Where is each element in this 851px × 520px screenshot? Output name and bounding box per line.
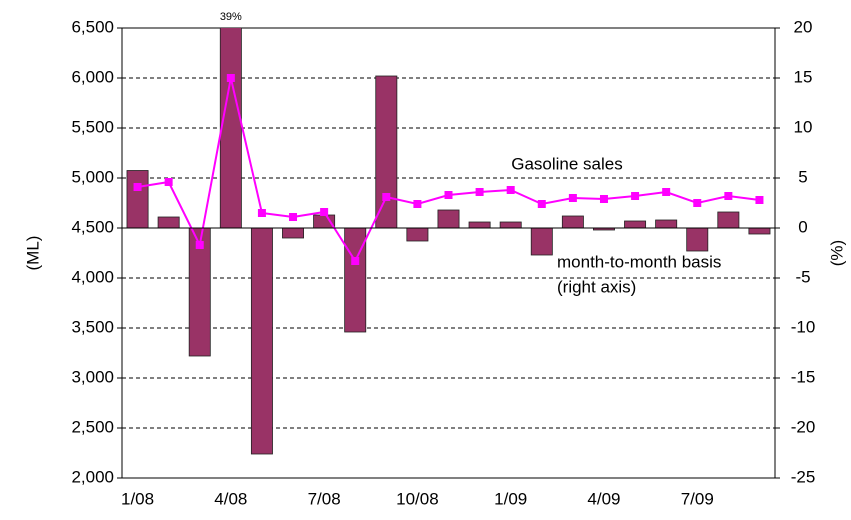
bar bbox=[375, 75, 398, 229]
y2-tick-label: -15 bbox=[791, 367, 816, 386]
plot-area bbox=[126, 28, 771, 455]
y2-tick-label: -25 bbox=[791, 467, 816, 486]
bar bbox=[282, 227, 304, 239]
line-marker bbox=[133, 183, 142, 191]
y2-tick-label: 5 bbox=[798, 167, 807, 186]
y-axis-label: (ML) bbox=[23, 236, 42, 271]
bar bbox=[717, 211, 740, 229]
bar bbox=[313, 214, 336, 229]
line-marker bbox=[599, 195, 608, 203]
y-tick-label: 2,500 bbox=[71, 417, 114, 436]
y-tick-label: 5,500 bbox=[71, 117, 114, 136]
line-marker bbox=[320, 208, 329, 216]
x-tick-label: 7/08 bbox=[308, 489, 341, 508]
line-marker bbox=[226, 74, 235, 82]
bar bbox=[499, 221, 522, 229]
x-tick-label: 4/08 bbox=[214, 489, 247, 508]
bar bbox=[406, 227, 429, 242]
x-tick-label: 4/09 bbox=[587, 489, 620, 508]
y2-tick-label: -10 bbox=[791, 317, 816, 336]
value-label: 39% bbox=[220, 11, 242, 23]
bar bbox=[655, 219, 678, 229]
bar bbox=[686, 227, 709, 252]
x-tick-label: 1/09 bbox=[494, 489, 527, 508]
annotation: (right axis) bbox=[557, 277, 636, 296]
y-tick-label: 6,500 bbox=[71, 17, 114, 36]
bar bbox=[530, 227, 553, 256]
bar bbox=[748, 227, 771, 235]
y2-axis-label: (%) bbox=[827, 240, 846, 266]
x-tick-label: 7/09 bbox=[681, 489, 714, 508]
y-tick-label: 2,000 bbox=[71, 467, 114, 486]
x-tick-label: 10/08 bbox=[396, 489, 439, 508]
series-annotation: month-to-month basis bbox=[557, 252, 721, 271]
line-marker bbox=[475, 188, 484, 196]
bar bbox=[157, 216, 180, 229]
series-annotation: Gasoline sales bbox=[511, 154, 623, 173]
line-marker bbox=[444, 191, 453, 199]
y-tick-label: 3,000 bbox=[71, 367, 114, 386]
y-tick-label: 6,000 bbox=[71, 67, 114, 86]
line-marker bbox=[755, 196, 764, 204]
y2-tick-label: 20 bbox=[794, 17, 813, 36]
line-marker bbox=[289, 213, 298, 221]
bar bbox=[561, 215, 584, 229]
bar bbox=[624, 220, 647, 229]
line-marker bbox=[693, 199, 702, 207]
line-marker bbox=[413, 200, 422, 208]
line-marker bbox=[506, 186, 515, 194]
y-tick-label: 5,000 bbox=[71, 167, 114, 186]
y2-tick-label: -5 bbox=[795, 267, 810, 286]
bar bbox=[468, 221, 491, 229]
line-marker bbox=[662, 188, 671, 196]
y2-tick-label: 10 bbox=[794, 117, 813, 136]
line-marker bbox=[257, 209, 266, 217]
line-marker bbox=[631, 192, 640, 200]
line-marker bbox=[537, 200, 546, 208]
y-tick-label: 4,500 bbox=[71, 217, 114, 236]
plot-frame bbox=[121, 27, 776, 479]
line-marker bbox=[382, 193, 391, 201]
line-marker bbox=[568, 194, 577, 202]
y2-tick-label: -20 bbox=[791, 417, 816, 436]
line-marker bbox=[351, 257, 360, 265]
x-tick-label: 1/08 bbox=[121, 489, 154, 508]
y-tick-label: 3,500 bbox=[71, 317, 114, 336]
bar bbox=[437, 209, 460, 229]
y2-tick-label: 0 bbox=[798, 217, 807, 236]
bar bbox=[126, 170, 149, 229]
y2-tick-label: 15 bbox=[794, 67, 813, 86]
bar bbox=[250, 227, 273, 455]
y-tick-label: 4,000 bbox=[71, 267, 114, 286]
line-marker bbox=[164, 178, 173, 186]
line-marker bbox=[724, 192, 733, 200]
line-marker bbox=[195, 241, 204, 249]
